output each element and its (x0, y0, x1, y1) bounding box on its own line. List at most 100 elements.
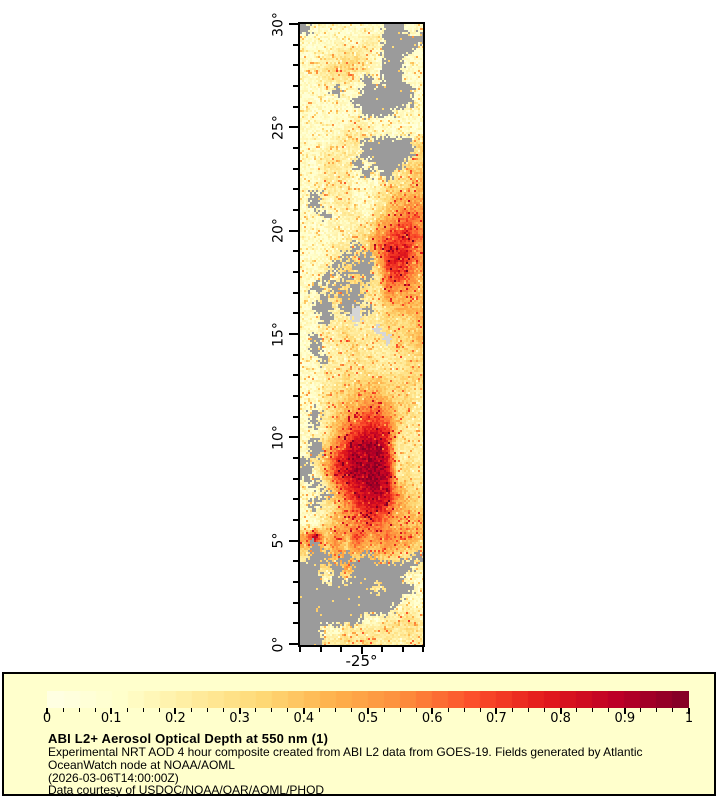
cb-minor-tick-30 (528, 708, 529, 712)
lon-minor-tick-28 (299, 647, 301, 652)
lat-tick-label-10: 10° (270, 424, 287, 450)
cb-minor-tick-13 (255, 708, 257, 712)
legend-line-4: Data courtesy of USDOC/NOAA/OAR/AOML/PHO… (48, 783, 325, 798)
cb-major-tick-1 (110, 708, 113, 714)
lat-minor-tick-4 (293, 560, 298, 563)
cb-tick-label-4: 0.4 (293, 711, 315, 726)
cb-minor-tick-27 (479, 708, 481, 712)
lat-tick-label-5: 5° (270, 532, 287, 549)
cb-tick-label-5: 0.5 (357, 711, 379, 726)
cb-minor-tick-5 (126, 708, 128, 712)
lat-minor-tick-21 (293, 209, 298, 211)
cb-minor-tick-26 (463, 708, 465, 712)
lat-minor-tick-22 (293, 188, 298, 191)
lat-minor-tick-1 (293, 622, 298, 625)
cb-minor-tick-31 (544, 708, 546, 712)
lon-minor-tick-27 (319, 647, 322, 652)
cb-minor-tick-3 (94, 708, 96, 712)
cb-minor-tick-21 (383, 708, 385, 712)
lat-minor-tick-19 (293, 250, 298, 253)
cb-minor-tick-14 (271, 708, 273, 712)
legend-line-1: Experimental NRT AOD 4 hour composite cr… (48, 745, 643, 759)
lat-minor-tick-8 (293, 477, 298, 480)
cb-minor-tick-29 (511, 708, 513, 712)
cb-minor-tick-38 (656, 708, 658, 712)
lat-major-tick-25 (289, 126, 298, 129)
lon-minor-tick-24 (381, 647, 383, 652)
lat-major-tick-20 (289, 229, 298, 232)
lon-minor-tick-22 (422, 647, 424, 652)
cb-major-tick-8 (559, 708, 562, 714)
lat-major-tick-10 (289, 436, 298, 439)
cb-minor-tick-2 (78, 708, 80, 712)
legend-line-3: (2026-03-06T14:00:00Z) (48, 770, 179, 785)
lat-minor-tick-9 (293, 457, 298, 459)
cb-minor-tick-17 (319, 708, 321, 712)
lat-minor-tick-17 (293, 291, 298, 294)
cb-minor-tick-22 (399, 708, 401, 712)
cb-minor-tick-34 (592, 708, 594, 712)
cb-tick-label-3: 0.3 (229, 711, 250, 726)
cb-minor-tick-9 (190, 708, 192, 712)
cb-major-tick-10 (688, 708, 690, 714)
cb-major-tick-5 (367, 708, 369, 714)
cb-major-tick-2 (174, 708, 177, 714)
lat-minor-tick-23 (293, 167, 298, 170)
lon-minor-tick-26 (340, 647, 342, 652)
lon-tick-label: -25° (345, 652, 378, 670)
cb-minor-tick-35 (608, 708, 610, 712)
cb-tick-label-8: 0.8 (550, 711, 571, 726)
legend-text-block: ABI L2+ Aerosol Optical Depth at 550 nm … (48, 732, 708, 797)
legend-line-2: OceanWatch node at NOAA/AOML (48, 757, 235, 772)
lat-tick-label-25: 25° (270, 114, 287, 140)
lat-minor-tick-14 (293, 353, 298, 356)
lat-major-tick-5 (289, 539, 298, 542)
lat-minor-tick-7 (293, 498, 298, 501)
cb-minor-tick-39 (672, 708, 674, 712)
lon-minor-tick-23 (401, 647, 404, 652)
lat-minor-tick-18 (293, 271, 298, 273)
lat-tick-label-15: 15° (270, 321, 287, 347)
cb-tick-label-9: 0.9 (614, 711, 636, 726)
cb-minor-tick-33 (576, 708, 578, 712)
cb-minor-tick-6 (142, 708, 144, 712)
lat-minor-tick-27 (293, 85, 298, 87)
cb-tick-label-6: 0.6 (421, 711, 443, 726)
lat-minor-tick-29 (293, 43, 298, 46)
cb-tick-label-1: 0.1 (100, 711, 122, 726)
cb-tick-label-2: 0.2 (165, 711, 186, 726)
cb-minor-tick-11 (223, 708, 225, 712)
colorbar-canvas (47, 691, 689, 708)
lat-minor-tick-13 (293, 374, 298, 377)
cb-minor-tick-19 (351, 708, 353, 712)
lat-minor-tick-3 (293, 581, 298, 583)
lon-major-tick (360, 647, 363, 654)
lat-major-tick-30 (289, 23, 298, 25)
cb-minor-tick-25 (447, 708, 449, 712)
cb-major-tick-0 (46, 708, 48, 714)
legend-title: ABI L2+ Aerosol Optical Depth at 550 nm … (48, 731, 329, 746)
lat-minor-tick-28 (293, 64, 298, 67)
lat-minor-tick-16 (293, 312, 298, 315)
cb-major-tick-6 (431, 708, 434, 714)
lat-minor-tick-12 (293, 395, 298, 397)
cb-major-tick-7 (495, 708, 498, 714)
cb-minor-tick-15 (287, 708, 289, 712)
cb-major-tick-3 (238, 708, 241, 714)
cb-tick-label-0: 0 (42, 711, 52, 726)
cb-minor-tick-7 (158, 708, 160, 712)
cb-major-tick-4 (302, 708, 305, 714)
cb-minor-tick-18 (335, 708, 337, 712)
lat-minor-tick-26 (293, 105, 298, 108)
lat-tick-label-0: 0° (270, 636, 287, 652)
lat-major-tick-0 (289, 643, 298, 645)
cb-minor-tick-37 (640, 708, 642, 712)
cb-major-tick-9 (623, 708, 626, 714)
cb-tick-label-10: 1 (684, 711, 694, 726)
cb-tick-label-7: 0.7 (486, 711, 507, 726)
lat-minor-tick-2 (293, 601, 298, 604)
lat-minor-tick-6 (293, 519, 298, 521)
cb-minor-tick-10 (207, 708, 208, 712)
aod-map-canvas (300, 24, 423, 645)
